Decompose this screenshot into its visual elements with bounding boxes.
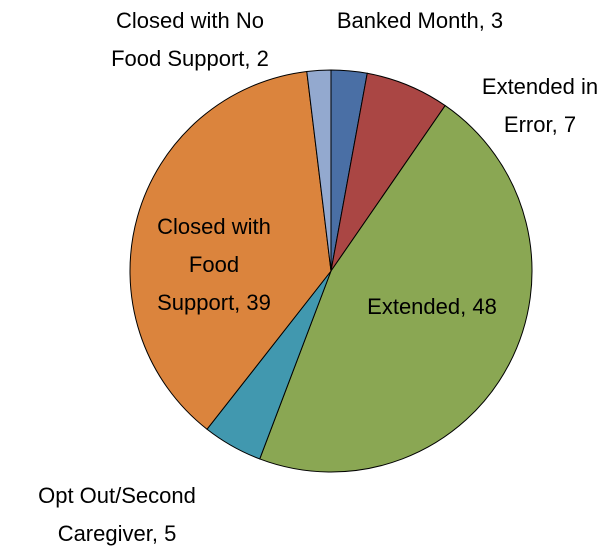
data-label: Opt Out/Second Caregiver, 5: [38, 483, 196, 546]
data-label: Closed with No Food Support, 2: [111, 8, 269, 71]
pie-slice: [306, 69, 332, 272]
data-label: Banked Month, 3: [337, 8, 503, 33]
pie-slice: [129, 70, 332, 430]
data-label: Extended, 48: [367, 294, 497, 319]
data-label: Closed with Food Support, 39: [157, 214, 271, 315]
pie-slice: [259, 104, 533, 473]
data-label: Extended in Error, 7: [482, 74, 598, 137]
